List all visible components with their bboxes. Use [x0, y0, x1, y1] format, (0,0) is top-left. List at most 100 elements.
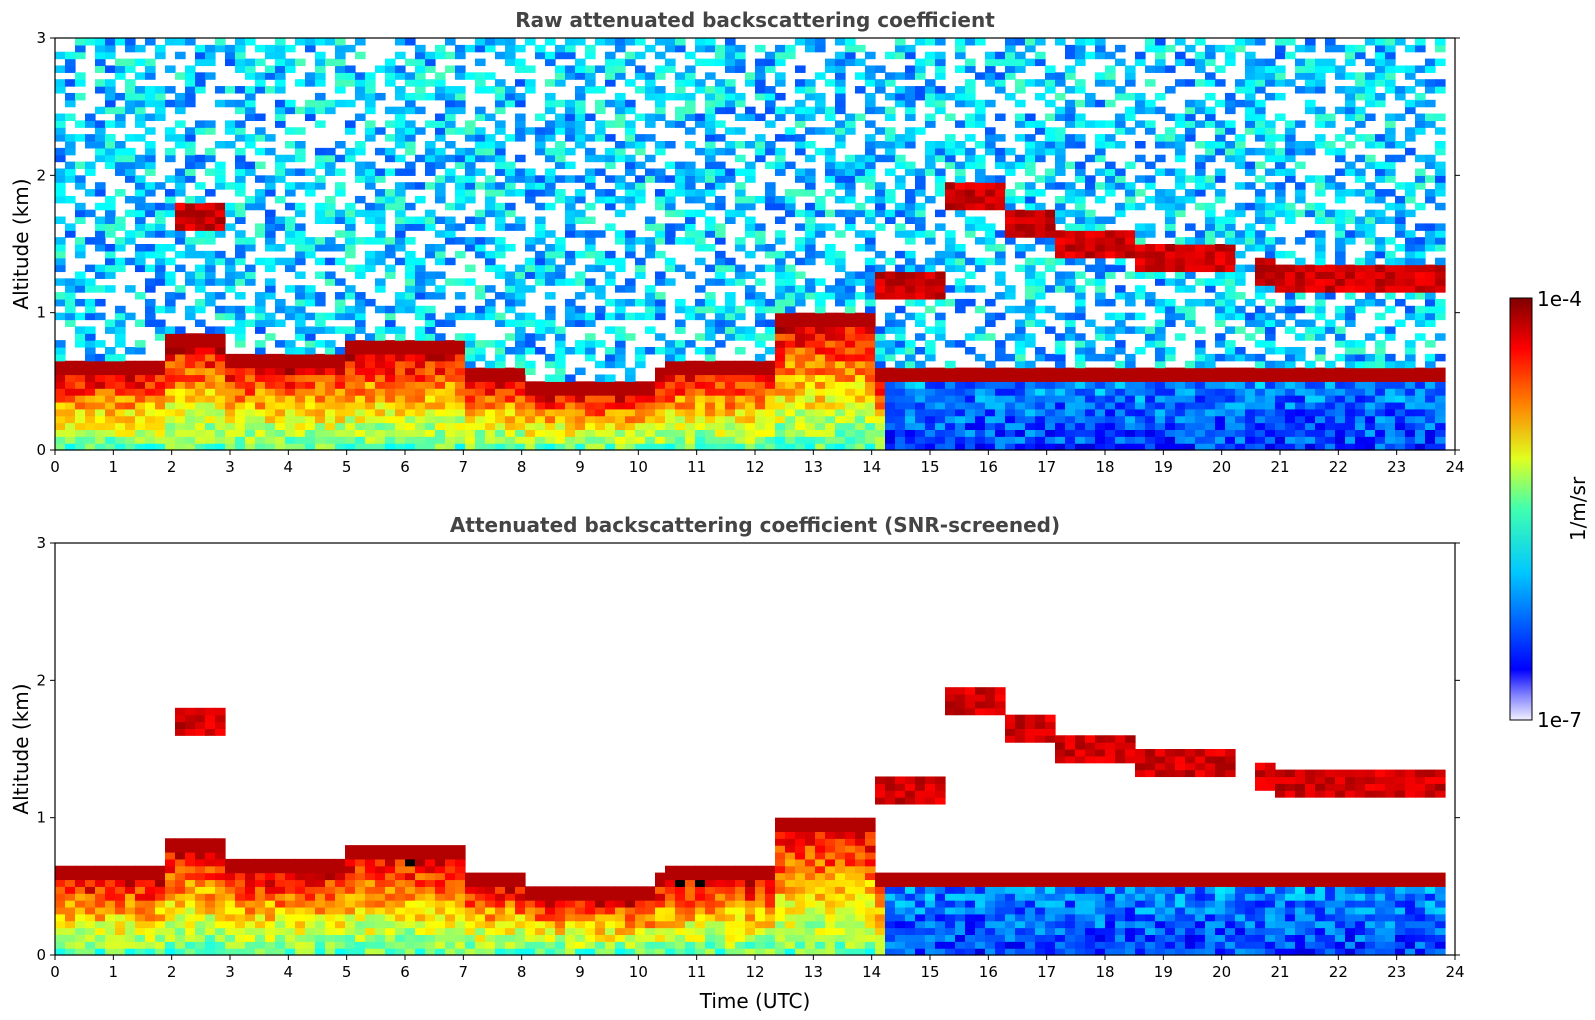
heatmap-cell: [295, 257, 306, 266]
heatmap-cell: [1105, 216, 1116, 224]
heatmap-cell: [1165, 408, 1176, 417]
heatmap-cell: [1145, 38, 1156, 46]
heatmap-cell: [1265, 374, 1276, 382]
heatmap-cell: [1075, 298, 1086, 307]
heatmap-cell: [125, 86, 136, 94]
heatmap-cell: [125, 401, 136, 410]
heatmap-cell: [535, 422, 546, 430]
heatmap-cell: [395, 388, 406, 396]
heatmap-cell: [675, 168, 686, 176]
heatmap-cell: [1195, 415, 1206, 424]
heatmap-cell: [825, 347, 836, 355]
heatmap-cell: [905, 436, 916, 444]
heatmap-cell: [635, 175, 646, 183]
heatmap-cell: [225, 141, 236, 149]
heatmap-cell: [205, 401, 216, 410]
heatmap-cell: [115, 189, 126, 197]
heatmap-cell: [1135, 120, 1146, 128]
heatmap-cell: [345, 120, 356, 128]
heatmap-cell: [835, 250, 846, 259]
heatmap-cell: [265, 65, 276, 73]
heatmap-cell: [465, 401, 476, 410]
heatmap-cell: [515, 340, 526, 348]
heatmap-cell: [1225, 292, 1236, 300]
heatmap-cell: [915, 443, 926, 451]
heatmap-cell: [715, 134, 726, 142]
heatmap-cell: [875, 367, 886, 376]
heatmap-cell: [785, 250, 796, 259]
heatmap-cell: [225, 422, 236, 430]
heatmap-cell: [1295, 395, 1306, 403]
heatmap-cell: [485, 443, 496, 451]
heatmap-cell: [705, 381, 716, 389]
heatmap-cell: [1235, 230, 1246, 238]
heatmap-cell: [1285, 134, 1296, 142]
heatmap-cell: [1125, 244, 1136, 252]
heatmap-cell: [105, 216, 116, 224]
heatmap-cell: [905, 161, 916, 170]
heatmap-cell: [575, 388, 586, 396]
heatmap-cell: [955, 408, 966, 417]
heatmap-cell: [375, 443, 386, 451]
heatmap-cell: [1115, 120, 1126, 128]
heatmap-cell: [525, 333, 536, 341]
heatmap-cell: [85, 381, 96, 389]
heatmap-cell: [1065, 271, 1076, 279]
heatmap-cell: [645, 250, 656, 259]
heatmap-cell: [1195, 347, 1206, 355]
heatmap-cell: [1165, 189, 1176, 197]
heatmap-cell: [355, 292, 366, 300]
heatmap-cell: [625, 141, 636, 149]
heatmap-cell: [1305, 79, 1316, 87]
heatmap-cell: [355, 415, 366, 424]
heatmap-cell: [785, 340, 796, 348]
heatmap-cell: [415, 195, 426, 204]
heatmap-cell: [355, 319, 366, 327]
heatmap-cell: [345, 360, 356, 369]
heatmap-cell: [1075, 58, 1086, 67]
heatmap-cell: [1285, 374, 1296, 382]
heatmap-cell: [1145, 264, 1156, 273]
heatmap-cell: [1085, 278, 1096, 286]
heatmap-cell: [105, 92, 116, 101]
heatmap-cell: [725, 216, 736, 224]
heatmap-cell: [585, 353, 596, 362]
heatmap-cell: [75, 79, 86, 87]
heatmap-cell: [1185, 408, 1196, 417]
heatmap-cell: [185, 388, 196, 396]
heatmap-cell: [875, 326, 886, 334]
heatmap-cell: [395, 340, 406, 348]
heatmap-cell: [695, 347, 706, 355]
heatmap-cell: [845, 38, 856, 46]
heatmap-cell: [295, 333, 306, 341]
heatmap-cell: [1185, 285, 1196, 293]
heatmap-cell: [1045, 408, 1056, 417]
heatmap-cell: [605, 443, 616, 451]
heatmap-cell: [1305, 415, 1316, 424]
heatmap-cell: [135, 415, 146, 424]
heatmap-cell: [875, 278, 886, 286]
heatmap-cell: [745, 298, 756, 307]
heatmap-cell: [495, 189, 506, 197]
heatmap-cell: [645, 415, 656, 424]
heatmap-cell: [135, 250, 146, 259]
heatmap-cell: [1255, 237, 1266, 245]
heatmap-cell: [975, 305, 986, 314]
heatmap-cell: [165, 305, 176, 314]
heatmap-cell: [985, 65, 996, 73]
heatmap-cell: [955, 182, 966, 190]
heatmap-cell: [105, 230, 116, 238]
heatmap-cell: [405, 367, 416, 376]
heatmap-cell: [445, 168, 456, 176]
heatmap-cell: [315, 415, 326, 424]
heatmap-cell: [275, 257, 286, 266]
heatmap-cell: [425, 223, 436, 231]
heatmap-cell: [1165, 250, 1176, 259]
heatmap-cell: [105, 44, 116, 53]
heatmap-cell: [505, 415, 516, 424]
heatmap-cell: [1115, 257, 1126, 266]
heatmap-cell: [355, 86, 366, 94]
heatmap-cell: [135, 72, 146, 80]
heatmap-cell: [1165, 422, 1176, 430]
heatmap-cell: [455, 408, 466, 417]
